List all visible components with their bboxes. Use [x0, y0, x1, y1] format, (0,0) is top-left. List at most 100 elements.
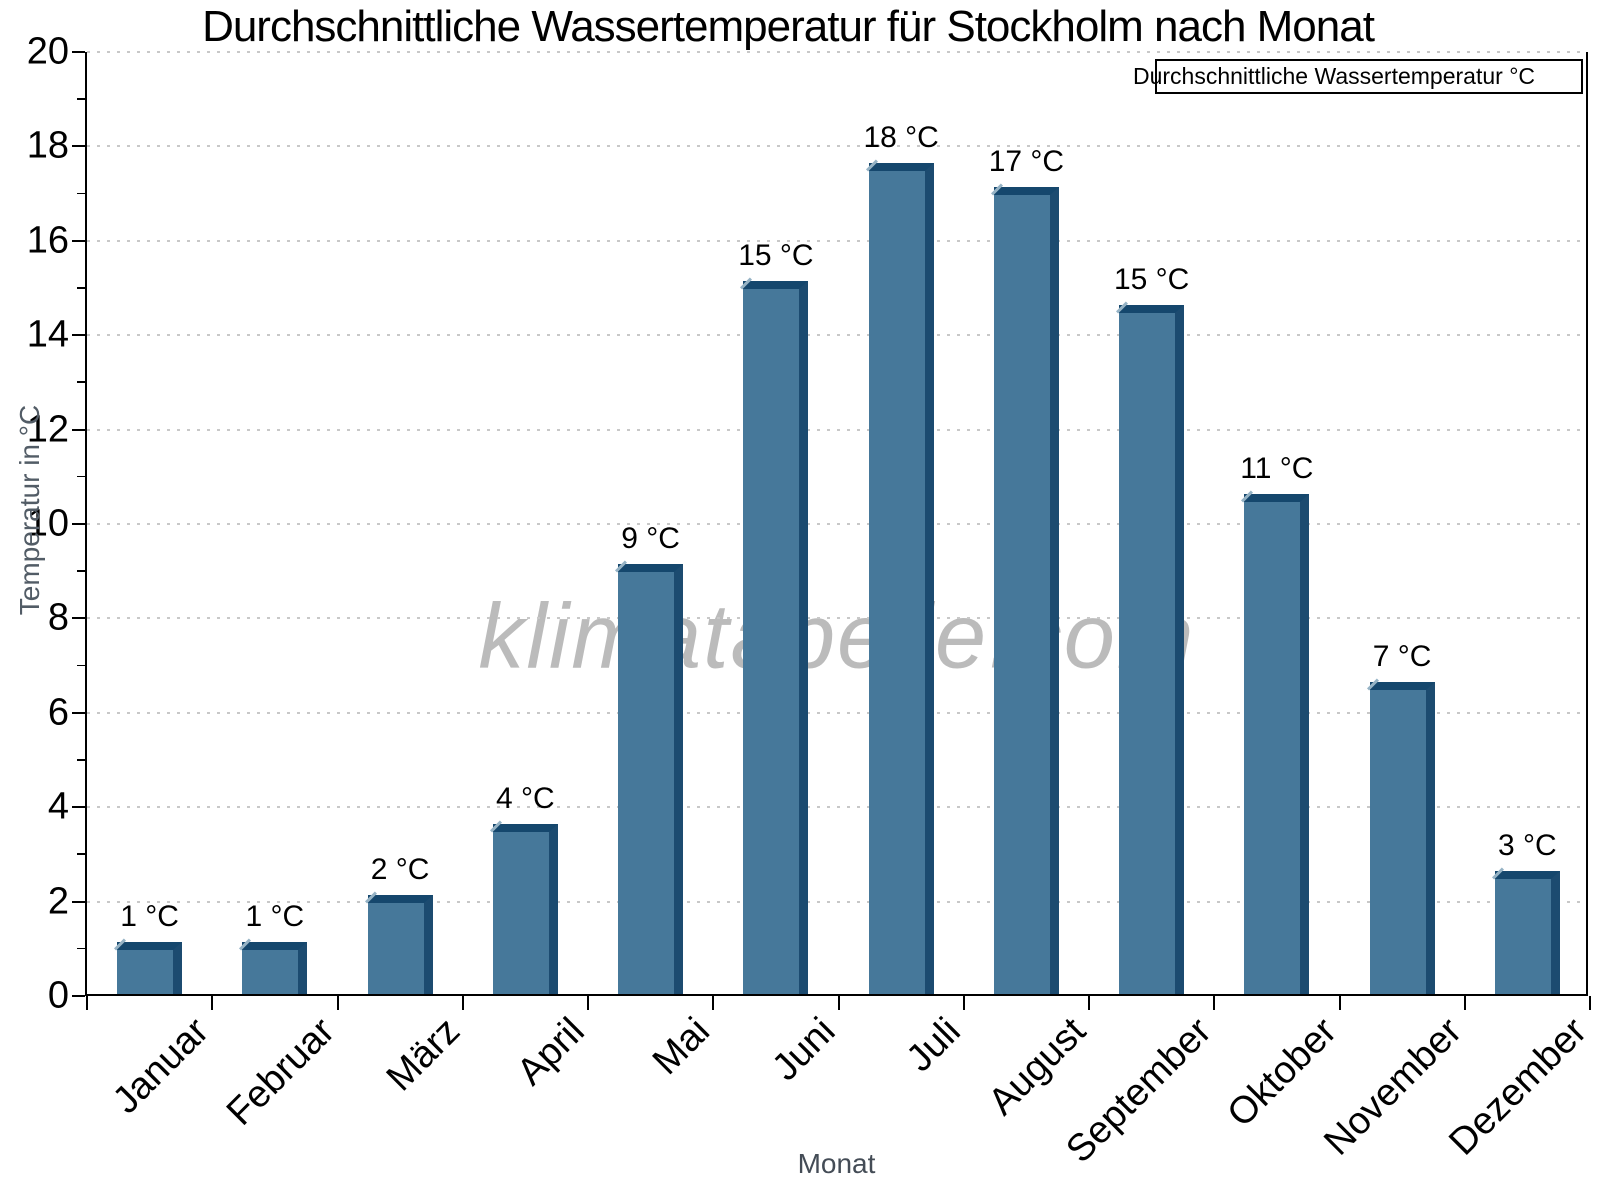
x-tick-label: Mai	[645, 1010, 719, 1083]
bar-bevel-highlight	[1491, 867, 1504, 880]
x-tick-label: August	[980, 1010, 1095, 1124]
y-axis-tick	[72, 239, 85, 242]
bar-face	[1366, 678, 1435, 994]
gridline	[87, 617, 1586, 620]
bar-face	[1491, 867, 1560, 994]
bar	[740, 277, 809, 994]
y-axis-tick	[77, 853, 85, 855]
bar	[364, 891, 433, 994]
x-axis-tick	[962, 996, 965, 1010]
bar-value-label: 15 °C	[1113, 262, 1190, 296]
y-tick-label: 12	[26, 408, 69, 451]
bar-face	[865, 159, 934, 994]
y-axis-tick	[77, 475, 85, 478]
bar	[865, 159, 934, 994]
x-axis-tick	[1213, 996, 1216, 1010]
x-tick-label: Juni	[764, 1010, 844, 1089]
chart-title: Durchschnittliche Wassertemperatur für S…	[202, 2, 1375, 51]
bar	[615, 560, 684, 994]
watermark: klimatabelle.com	[478, 585, 1196, 688]
x-tick-label: Oktober	[1219, 1010, 1345, 1136]
gridline	[87, 51, 1586, 53]
y-tick-label: 8	[47, 596, 69, 639]
bar-face	[1241, 490, 1310, 994]
bar-face	[740, 277, 809, 994]
y-tick-label: 16	[26, 219, 69, 262]
bar-bevel-highlight	[239, 938, 252, 951]
x-axis-tick	[336, 996, 339, 1010]
x-axis-title: Monat	[797, 1148, 876, 1179]
y-axis-tick	[77, 947, 85, 950]
y-axis-tick	[72, 523, 85, 525]
bar-value-label: 17 °C	[988, 144, 1065, 178]
bar	[1366, 678, 1435, 994]
x-tick-label: November	[1316, 1010, 1470, 1164]
bar	[990, 183, 1059, 994]
y-axis-tick	[72, 806, 85, 809]
bar-value-label: 9 °C	[621, 522, 680, 556]
y-tick-label: 10	[26, 502, 69, 545]
bar-face	[615, 560, 684, 994]
y-axis-tick	[72, 145, 85, 148]
x-axis-tick	[211, 996, 214, 1010]
bar-bevel-highlight	[114, 938, 127, 951]
y-axis-tick	[72, 334, 85, 337]
y-axis-tick	[72, 428, 85, 431]
x-axis-tick	[1463, 996, 1466, 1010]
bar-value-label: 2 °C	[370, 852, 430, 886]
y-tick-label: 18	[26, 124, 69, 167]
bar-face	[364, 891, 433, 994]
x-axis-tick	[587, 996, 589, 1010]
bar-face	[239, 938, 308, 994]
gridline	[87, 523, 1586, 525]
bar-value-label: 11 °C	[1240, 451, 1314, 485]
gridline	[87, 711, 1586, 714]
gridline	[87, 428, 1586, 431]
gridline	[87, 334, 1586, 337]
legend-label: Durchschnittliche Wassertemperatur °C	[1132, 63, 1535, 89]
y-axis-tick	[72, 617, 85, 620]
y-axis-tick	[77, 98, 85, 100]
y-axis-tick	[77, 381, 85, 383]
bar-face	[990, 183, 1059, 994]
bar-value-label: 3 °C	[1498, 829, 1557, 863]
gridline	[87, 806, 1586, 809]
legend: Durchschnittliche Wassertemperatur °C	[1133, 59, 1583, 94]
bar-bevel-highlight	[364, 891, 377, 904]
bar-value-label: 18 °C	[863, 121, 939, 155]
y-axis-tick	[77, 664, 85, 667]
bar-value-label: 4 °C	[496, 782, 555, 816]
x-axis-tick	[1338, 996, 1341, 1010]
y-axis-tick	[77, 192, 85, 195]
bar-bevel-highlight	[990, 183, 1003, 196]
y-tick-label: 14	[26, 313, 69, 356]
x-axis-tick	[461, 996, 464, 1010]
gridline	[87, 239, 1586, 242]
plot-area: klimatabelle.com 0 2 4 6 8 10 12 14 16 18 20 1 °C Ja…	[27, 31, 1595, 1172]
bar	[1116, 301, 1185, 994]
bar	[489, 820, 558, 994]
bar	[239, 938, 308, 994]
y-axis-tick	[72, 711, 85, 714]
y-tick-label: 4	[47, 785, 69, 828]
bar-face	[114, 938, 183, 994]
bar-bevel-highlight	[865, 159, 878, 172]
x-tick-label: Dezember	[1441, 1010, 1596, 1164]
y-axis-tick	[72, 51, 85, 53]
bar-value-label: 15 °C	[738, 239, 814, 273]
y-axis-title: Temperatur in °C	[14, 404, 45, 616]
bar	[1241, 490, 1310, 994]
y-axis-tick	[72, 995, 85, 997]
bar-value-label: 1 °C	[120, 900, 179, 934]
bar-bevel-highlight	[489, 820, 502, 833]
y-axis-tick	[72, 900, 85, 903]
y-axis-tick	[77, 570, 85, 572]
bar-bevel-highlight	[1366, 678, 1379, 691]
x-axis-tick	[1589, 996, 1591, 1010]
x-axis-tick	[837, 996, 840, 1010]
bar-bevel-highlight	[1241, 490, 1254, 503]
bar	[1491, 867, 1560, 994]
y-axis-tick	[77, 287, 85, 289]
bar-bevel-highlight	[740, 277, 753, 290]
